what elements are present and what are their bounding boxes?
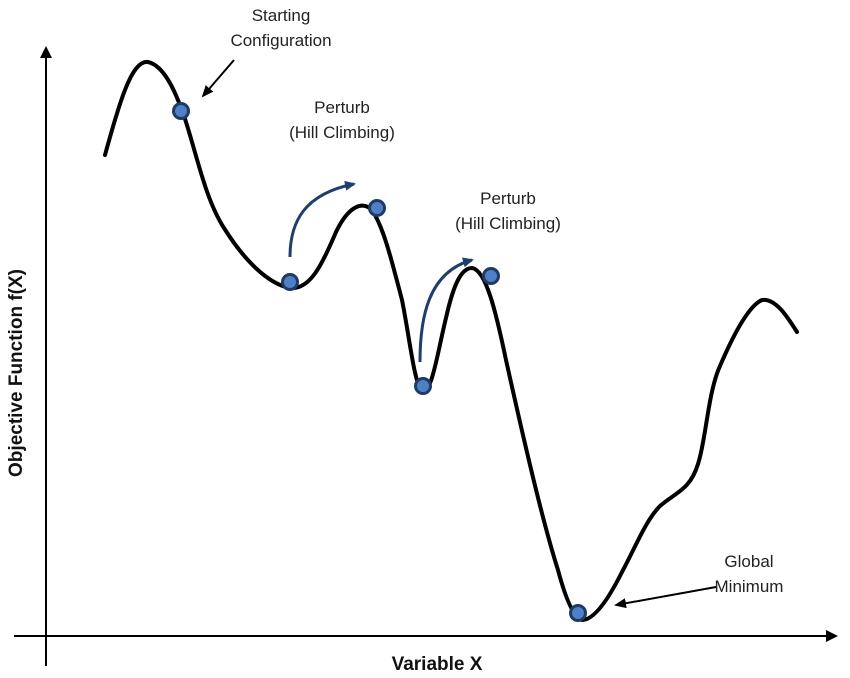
y-axis-label: Objective Function f(X) — [6, 269, 27, 477]
global-minimum-point — [569, 604, 587, 622]
perturb-label-1-line1: Perturb — [314, 98, 370, 117]
global-min-label: Global Minimum — [715, 552, 784, 596]
start-pointer-arrow — [201, 59, 235, 98]
local-minimum-point-2 — [414, 377, 432, 395]
x-axis-label: Variable X — [392, 654, 483, 675]
perturb-label-2: Perturb (Hill Climbing) — [455, 189, 561, 233]
global-min-label-line2: Minimum — [715, 577, 784, 596]
perturb-label-2-line2: (Hill Climbing) — [455, 214, 561, 233]
local-minimum-point-1 — [281, 273, 299, 291]
perturb-label-2-line1: Perturb — [480, 189, 536, 208]
perturb-label-1-line2: (Hill Climbing) — [289, 123, 395, 142]
perturbed-point-2 — [482, 267, 500, 285]
perturb-label-1: Perturb (Hill Climbing) — [289, 98, 395, 142]
global-min-pointer-arrow — [614, 586, 717, 609]
starting-point — [172, 102, 190, 120]
perturb-arrow-2 — [418, 257, 474, 363]
objective-curve — [103, 60, 799, 622]
perturbed-point-1 — [368, 199, 386, 217]
start-label-line2: Configuration — [230, 31, 331, 50]
start-label: Starting Configuration — [230, 6, 331, 50]
global-min-label-line1: Global — [724, 552, 773, 571]
start-label-line1: Starting — [252, 6, 311, 25]
perturb-arrow-1 — [288, 180, 356, 258]
